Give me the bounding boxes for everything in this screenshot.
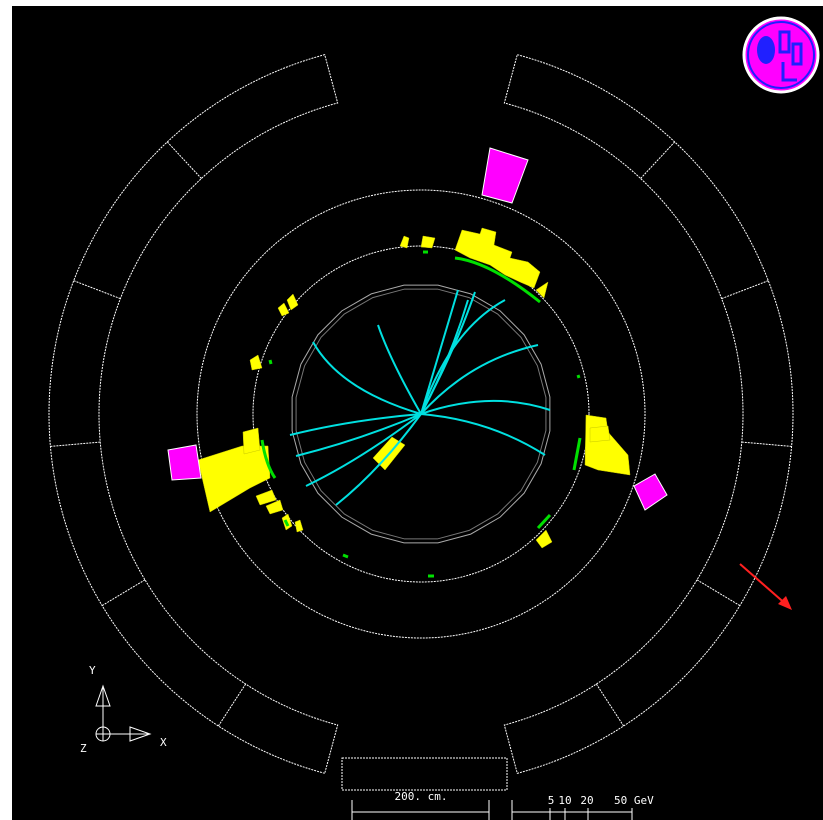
- arrow-head: [778, 596, 792, 610]
- muon-ring: [48, 54, 339, 774]
- missing-energy-arrow: [739, 563, 789, 607]
- ring-divider: [721, 280, 769, 300]
- jet-chamber-inner: [295, 288, 547, 540]
- scale-bar: [341, 757, 633, 820]
- ring-divider: [741, 441, 792, 447]
- detector-ring: [196, 189, 646, 639]
- energy-tick: 10: [558, 794, 571, 807]
- energy-tick: 20: [580, 794, 593, 807]
- axis-icon: [95, 684, 152, 742]
- logo: [742, 16, 820, 94]
- scale-length: 200. cm.: [395, 790, 448, 803]
- muon-hits: [167, 147, 668, 511]
- energy-tick: 5: [548, 794, 555, 807]
- ring-divider: [595, 683, 625, 727]
- jet-chamber: [291, 284, 551, 544]
- ring-divider: [217, 683, 247, 727]
- axis-label-y: Y: [89, 664, 96, 677]
- detector: [48, 54, 794, 774]
- muon-ring: [503, 54, 794, 774]
- ring-divider: [101, 579, 146, 607]
- ring-divider: [73, 280, 121, 300]
- axis-label-x: X: [160, 736, 167, 749]
- tracks: [289, 289, 551, 506]
- ring-divider: [696, 579, 741, 607]
- energy-tick: 50 GeV: [614, 794, 654, 807]
- ring-divider: [166, 141, 202, 179]
- presampler-hits: [260, 250, 582, 578]
- ring-divider: [50, 441, 101, 447]
- detector-ring: [252, 245, 590, 583]
- ring-divider: [640, 141, 676, 179]
- axis-label-z: Z: [80, 742, 87, 755]
